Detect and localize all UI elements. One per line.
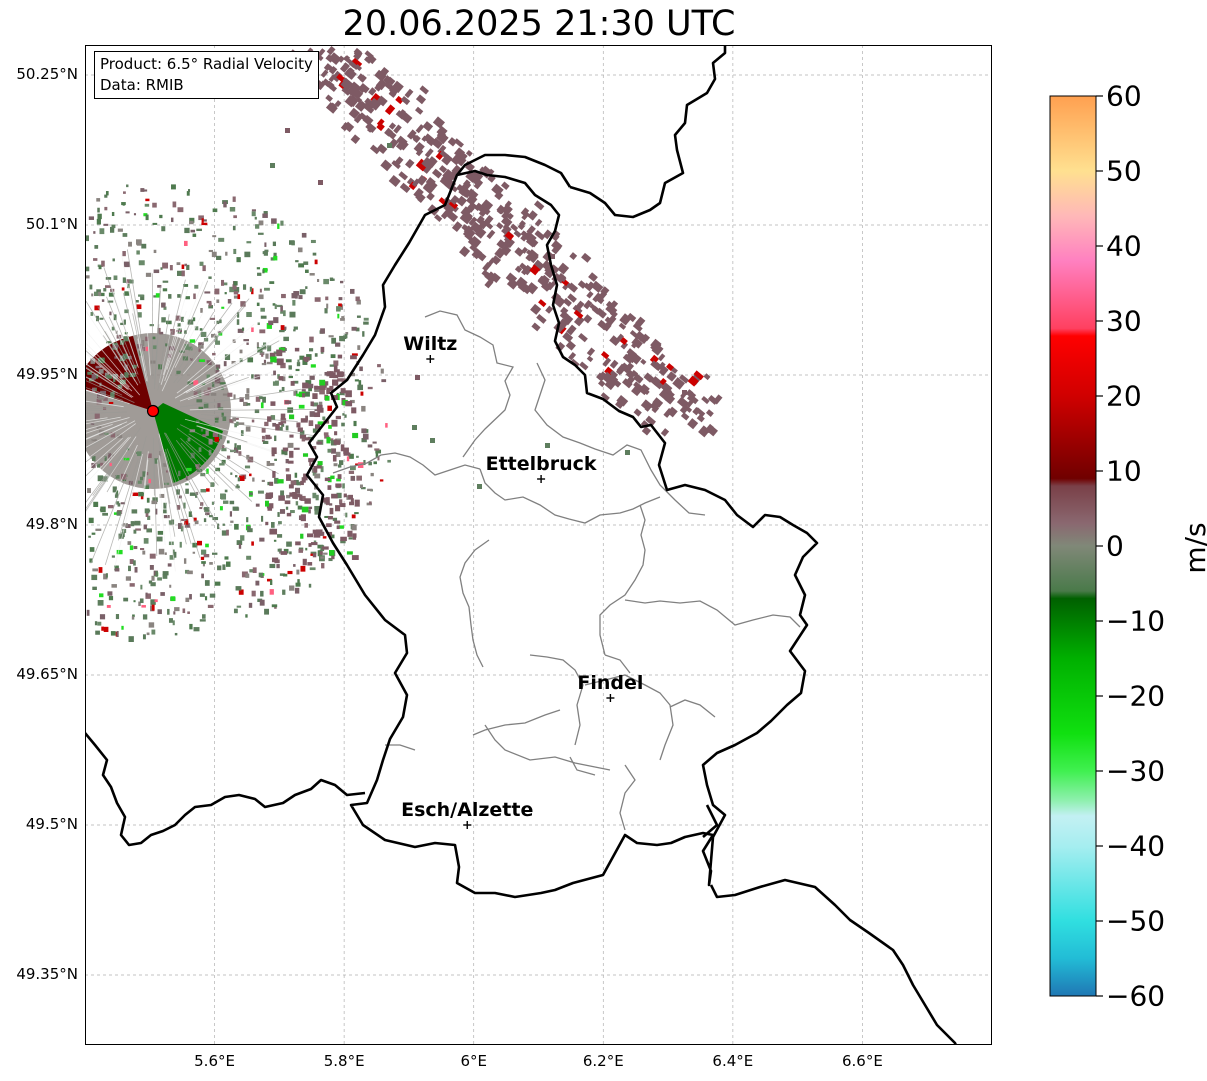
city-marker: Esch/Alzette	[401, 799, 533, 829]
product-label: Product: 6.5° Radial Velocity	[100, 55, 313, 73]
lat-tick-label: 49.65°N	[16, 665, 78, 683]
lon-tick-label: 6.6°E	[842, 1052, 883, 1070]
lon-tick-label: 6.2°E	[582, 1052, 624, 1070]
radar-map[interactable]: Wiltz Ettelbruck Findel Esch/Alzette	[85, 45, 992, 1045]
colorbar-tick-label: 0	[1106, 529, 1124, 563]
lon-tick-label: 5.6°E	[194, 1052, 235, 1070]
city-label: Esch/Alzette	[401, 799, 533, 821]
colorbar-tick-label: −50	[1106, 904, 1166, 938]
colorbar-tick-label: −20	[1106, 679, 1166, 713]
data-source-label: Data: RMIB	[100, 76, 184, 94]
lon-tick-label: 6.4°E	[712, 1052, 754, 1070]
colorbar-tick-label: 50	[1106, 154, 1142, 188]
colorbar-tick-label: 20	[1106, 379, 1142, 413]
lat-tick-label: 50.25°N	[16, 65, 78, 83]
radar-site-dot	[146, 404, 160, 418]
colorbar-tick-label: −40	[1106, 829, 1166, 863]
lat-tick-label: 49.5°N	[25, 815, 78, 833]
colorbar-tick-label: 30	[1106, 304, 1142, 338]
colorbar-unit-label: m/s	[1179, 522, 1207, 574]
radar-site-marker	[146, 404, 160, 418]
lon-tick-label: 6°E	[460, 1052, 487, 1070]
city-label: Wiltz	[403, 333, 457, 355]
map-frame-border	[85, 45, 992, 1045]
map-title: 20.06.2025 21:30 UTC	[342, 4, 736, 44]
city-markers: Wiltz Ettelbruck Findel Esch/Alzette	[401, 333, 643, 829]
product-info-box: Product: 6.5° Radial Velocity Data: RMIB	[94, 51, 319, 99]
colorbar-gradient	[1049, 95, 1097, 997]
city-label: Findel	[577, 672, 643, 694]
map-gridlines	[85, 45, 992, 1045]
colorbar-tick-label: 10	[1106, 454, 1142, 488]
colorbar-tick-label: −60	[1106, 979, 1166, 1013]
lat-tick-label: 49.35°N	[16, 965, 78, 983]
colorbar-tick-label: −10	[1106, 604, 1166, 638]
lat-tick-label: 49.8°N	[25, 515, 78, 533]
national-borders	[85, 45, 958, 1045]
city-marker: Wiltz	[403, 333, 457, 363]
city-marker: Ettelbruck	[486, 453, 597, 483]
canton-boundaries	[332, 310, 801, 831]
lat-tick-label: 49.95°N	[16, 365, 78, 383]
colorbar-tick-label: 60	[1106, 79, 1142, 113]
lat-tick-label: 50.1°N	[25, 215, 78, 233]
city-label: Ettelbruck	[486, 453, 597, 475]
lon-tick-label: 5.8°E	[323, 1052, 365, 1070]
colorbar	[1049, 95, 1103, 997]
colorbar-tick-label: 40	[1106, 229, 1142, 263]
map-canvas: Wiltz Ettelbruck Findel Esch/Alzette	[85, 45, 992, 1045]
colorbar-tick-label: −30	[1106, 754, 1166, 788]
city-marker: Findel	[577, 672, 643, 702]
